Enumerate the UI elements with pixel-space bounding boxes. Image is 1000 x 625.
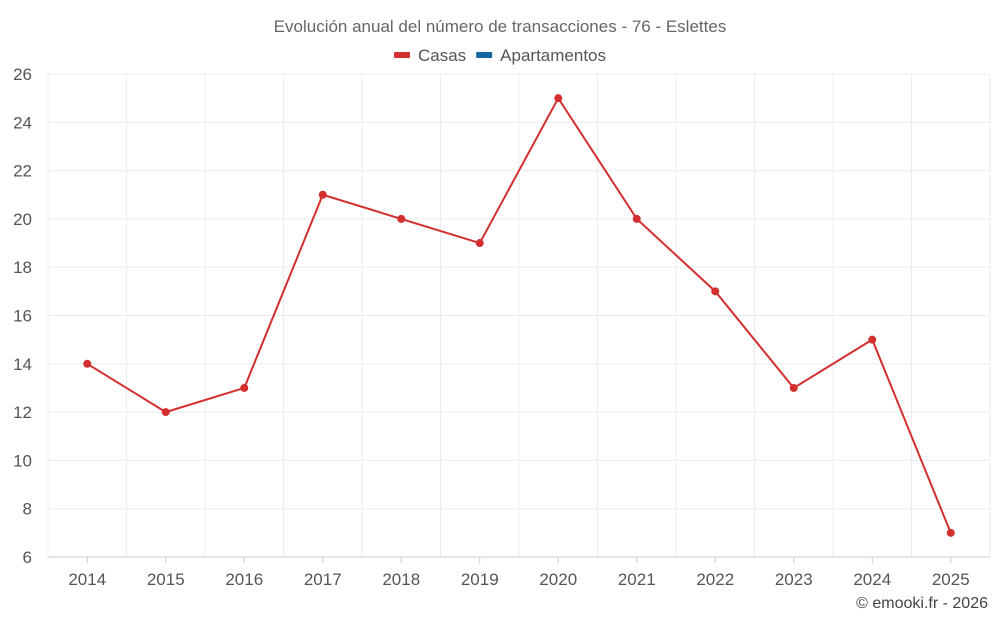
data-point[interactable] xyxy=(554,94,563,103)
x-tick-label: 2014 xyxy=(68,570,106,589)
data-point[interactable] xyxy=(240,383,249,392)
x-axis: 2014 2015 2016 2017 2018 2019 2020 2021 2022 2023… xyxy=(48,556,990,589)
data-point[interactable] xyxy=(868,335,877,344)
x-tick-label: 2017 xyxy=(304,570,342,589)
y-tick-label: 8 xyxy=(23,500,32,519)
legend-item-casas[interactable]: Casas xyxy=(393,46,466,65)
data-point[interactable] xyxy=(161,408,170,417)
y-axis: 6 8 10 12 14 16 18 20 22 24 26 xyxy=(13,65,32,567)
x-tick-label: 2025 xyxy=(932,570,970,589)
legend-label: Casas xyxy=(418,46,466,65)
legend-item-apartamentos[interactable]: Apartamentos xyxy=(476,46,606,65)
x-tick-label: 2016 xyxy=(225,570,263,589)
data-point[interactable] xyxy=(946,528,955,537)
y-tick-label: 12 xyxy=(13,403,32,422)
data-point[interactable] xyxy=(711,287,720,296)
data-point[interactable] xyxy=(632,214,641,223)
credit: © emooki.fr - 2026 xyxy=(856,595,988,612)
y-tick-label: 14 xyxy=(13,355,32,374)
y-tick-label: 22 xyxy=(13,162,32,181)
grid xyxy=(47,73,991,558)
data-point[interactable] xyxy=(789,383,798,392)
x-tick-label: 2019 xyxy=(461,570,499,589)
data-point[interactable] xyxy=(83,359,92,368)
x-tick-label: 2022 xyxy=(696,570,734,589)
x-tick-label: 2020 xyxy=(539,570,577,589)
x-tick-label: 2021 xyxy=(618,570,656,589)
chart-title: Evolución anual del número de transaccio… xyxy=(274,17,727,36)
y-tick-label: 18 xyxy=(13,258,32,277)
x-tick-label: 2015 xyxy=(147,570,185,589)
y-tick-label: 6 xyxy=(23,548,32,567)
data-point[interactable] xyxy=(475,239,484,248)
x-tick-label: 2023 xyxy=(775,570,813,589)
y-tick-label: 16 xyxy=(13,307,32,326)
y-tick-label: 26 xyxy=(13,65,32,84)
y-tick-label: 20 xyxy=(13,210,32,229)
legend[interactable]: Casas Apartamentos xyxy=(393,46,606,65)
legend-swatch xyxy=(476,52,493,58)
x-tick-label: 2024 xyxy=(853,570,891,589)
data-point[interactable] xyxy=(397,214,406,223)
data-point[interactable] xyxy=(318,190,327,199)
legend-swatch xyxy=(393,52,410,58)
legend-label: Apartamentos xyxy=(500,46,606,65)
y-tick-label: 10 xyxy=(13,451,32,470)
series-layer xyxy=(83,94,955,537)
x-tick-label: 2018 xyxy=(382,570,420,589)
series-line-casas xyxy=(86,96,952,534)
y-tick-label: 24 xyxy=(13,113,32,132)
